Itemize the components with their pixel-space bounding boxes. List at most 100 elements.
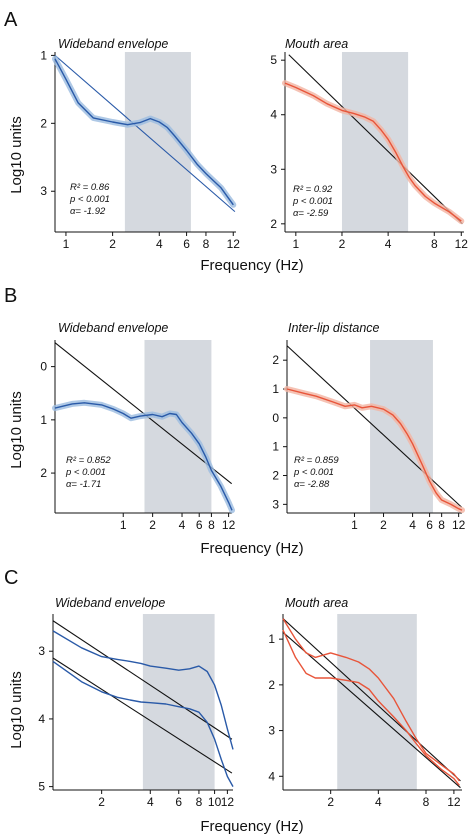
- shaded-band: [144, 340, 212, 513]
- x-tick-label: 12: [452, 518, 466, 532]
- series-line-1: [54, 58, 234, 206]
- y-tick-label: 2: [40, 466, 47, 480]
- y-tick-label: 3: [40, 184, 47, 198]
- stat-text: R² = 0.86: [70, 182, 110, 193]
- chart-title: Mouth area: [285, 37, 348, 51]
- stat-text: R² = 0.852: [66, 455, 111, 466]
- stat-text: α= -1.92: [70, 206, 106, 217]
- y-tick-label: 2: [272, 469, 279, 483]
- x-tick-label: 4: [156, 237, 163, 251]
- x-tick-label: 1: [63, 237, 70, 251]
- stat-text: α= -1.71: [66, 479, 101, 490]
- fit-line: [282, 631, 461, 789]
- stat-text: p < 0.001: [65, 467, 106, 478]
- fit-line: [52, 620, 233, 740]
- x-tick-label: 2: [327, 795, 334, 809]
- series-line-1: [286, 388, 463, 511]
- chart-title: Wideband envelope: [55, 596, 165, 610]
- stat-text: α= -2.59: [293, 208, 329, 219]
- x-axis-label-b: Frequency (Hz): [200, 540, 303, 557]
- y-tick-label: 0: [40, 360, 47, 374]
- x-tick-label: 4: [375, 795, 382, 809]
- x-axis-label-c: Frequency (Hz): [200, 818, 303, 835]
- y-tick-label: 2: [272, 353, 279, 367]
- x-axis-label-a: Frequency (Hz): [200, 257, 303, 274]
- chart-title: Wideband envelope: [58, 37, 168, 51]
- chart-c-wideband-envelope: 2 4 6 8 10 12 3 4 5 Wideband envelope: [38, 596, 234, 809]
- fit-line: [288, 54, 463, 225]
- series-line-2: [282, 629, 460, 786]
- y-tick-label: 1: [268, 632, 275, 646]
- x-tick-label: 12: [222, 518, 236, 532]
- y-tick-label: 2: [40, 116, 47, 130]
- y-tick-label: 0: [272, 411, 279, 425]
- y-axis-label-b: Log10 units: [8, 391, 25, 469]
- x-tick-label: 2: [149, 518, 156, 532]
- panel-letter-c: C: [4, 567, 18, 589]
- x-tick-label: 2: [98, 795, 105, 809]
- x-tick-label: 2: [380, 518, 387, 532]
- y-tick-label: 1: [272, 440, 279, 454]
- y-tick-label: 1: [40, 48, 47, 62]
- fit-line: [282, 618, 461, 782]
- panel-letter-b: B: [4, 285, 17, 307]
- y-tick-label: 4: [270, 108, 277, 122]
- series-line-2: [52, 660, 234, 787]
- panel-letter-a: A: [4, 9, 18, 31]
- y-tick-label: 3: [272, 497, 279, 511]
- x-tick-label: 4: [409, 518, 416, 532]
- x-tick-label: 12: [221, 795, 235, 809]
- x-tick-label: 8: [438, 518, 445, 532]
- x-tick-label: 6: [183, 237, 190, 251]
- series-line-1: [284, 82, 462, 222]
- x-tick-label: 6: [426, 518, 433, 532]
- shaded-band: [341, 52, 409, 232]
- fit-line: [52, 657, 233, 774]
- x-tick-label: 10: [208, 795, 222, 809]
- y-tick-label: 2: [268, 678, 275, 692]
- y-tick-label: 1: [40, 413, 47, 427]
- x-tick-label: 4: [179, 518, 186, 532]
- y-tick-label: 3: [38, 644, 45, 658]
- x-tick-label: 1: [120, 518, 127, 532]
- x-tick-label: 1: [351, 518, 358, 532]
- x-tick-label: 4: [385, 237, 392, 251]
- stat-text: p < 0.001: [292, 196, 333, 207]
- shaded-band: [337, 614, 417, 790]
- x-tick-label: 12: [455, 237, 469, 251]
- y-tick-label: 2: [270, 217, 277, 231]
- stat-text: p < 0.001: [69, 194, 110, 205]
- x-tick-label: 8: [423, 795, 430, 809]
- shaded-band: [142, 614, 215, 790]
- stat-text: R² = 0.92: [293, 184, 333, 195]
- y-tick-label: 4: [268, 769, 275, 783]
- y-tick-label: 5: [270, 53, 277, 67]
- fit-line: [286, 345, 463, 508]
- x-tick-label: 4: [147, 795, 154, 809]
- y-tick-label: 1: [272, 382, 279, 396]
- x-tick-label: 8: [208, 518, 215, 532]
- y-tick-label: 5: [38, 780, 45, 794]
- chart-title: Mouth area: [285, 596, 348, 610]
- x-tick-label: 12: [447, 795, 461, 809]
- x-tick-label: 8: [203, 237, 210, 251]
- x-tick-label: 1: [292, 237, 299, 251]
- x-tick-label: 8: [431, 237, 438, 251]
- fit-line: [54, 54, 236, 213]
- x-tick-label: 6: [175, 795, 182, 809]
- stat-text: p < 0.001: [293, 467, 334, 478]
- x-tick-label: 2: [339, 237, 346, 251]
- x-tick-label: 2: [109, 237, 116, 251]
- chart-title: Wideband envelope: [58, 321, 168, 335]
- x-tick-label: 8: [196, 795, 203, 809]
- y-axis-label-c: Log10 units: [8, 671, 25, 749]
- stat-text: α= -2.88: [294, 479, 330, 490]
- series-line-1: [52, 630, 234, 750]
- y-tick-label: 3: [268, 724, 275, 738]
- y-tick-label: 4: [38, 712, 45, 726]
